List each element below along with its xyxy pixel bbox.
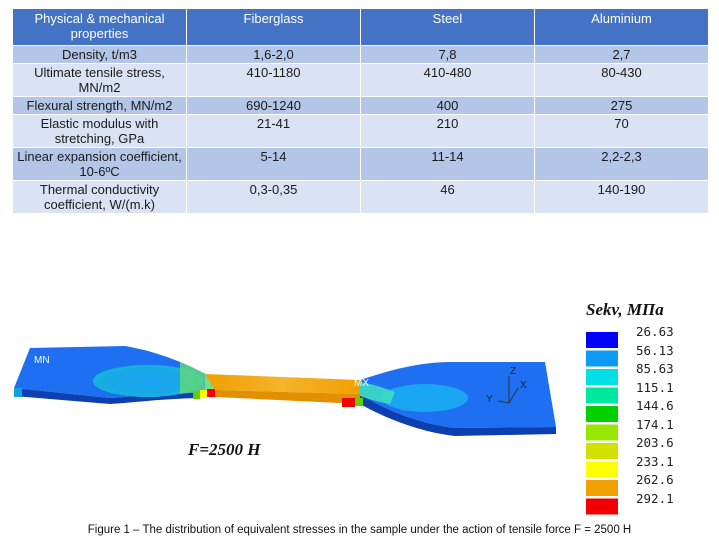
axis-x-label: X xyxy=(520,380,527,391)
right-transition xyxy=(360,382,395,404)
table-row: Elastic modulus with stretching, GPa 21-… xyxy=(12,114,709,148)
right-grip-side xyxy=(360,394,556,436)
header-steel: Steel xyxy=(360,8,535,46)
legend-value: 85.63 xyxy=(636,361,674,376)
table-cell: Density, t/m3 xyxy=(12,45,187,64)
table-cell: 2,7 xyxy=(534,45,709,64)
legend-value: 56.13 xyxy=(636,342,674,358)
legend-value: 26.63 xyxy=(636,324,674,339)
legend-swatch xyxy=(586,424,618,441)
legend-swatch xyxy=(586,369,618,385)
neck-side xyxy=(215,390,360,404)
legend-value: 203.6 xyxy=(636,435,674,450)
table-cell: 21-41 xyxy=(186,114,361,148)
table-cell: 46 xyxy=(360,180,535,214)
table-row: Thermal conductivity coefficient, W/(m.k… xyxy=(12,180,709,214)
legend-title: Sekv, МПа xyxy=(586,300,664,319)
left-yellow-zone xyxy=(200,390,207,398)
legend-swatch xyxy=(586,406,618,422)
table-cell: 70 xyxy=(534,114,709,148)
right-grip-oval xyxy=(382,384,468,412)
table-cell: 410-480 xyxy=(360,63,535,97)
table-cell: Thermal conductivity coefficient, W/(m.k… xyxy=(12,180,187,214)
table-cell: 2,2-2,3 xyxy=(534,147,709,181)
left-green-zone xyxy=(193,391,200,399)
legend-value: 262.6 xyxy=(636,472,674,487)
left-red-zone xyxy=(207,389,221,397)
stress-figure: MN MX Z Y X xyxy=(0,280,719,520)
right-green-zone xyxy=(355,398,363,406)
table-cell: Linear expansion coefficient, 10-6ºC xyxy=(12,147,187,181)
legend-value: 144.6 xyxy=(636,398,674,413)
header-aluminium: Aluminium xyxy=(534,8,709,46)
axis-z-label: Z xyxy=(510,366,516,377)
legend-value: 174.1 xyxy=(636,416,674,432)
table-cell: 5-14 xyxy=(186,147,361,181)
coordinate-axes-icon: Z Y X xyxy=(486,366,527,405)
table-row: Linear expansion coefficient, 10-6ºC 5-1… xyxy=(12,147,709,181)
left-grip-side xyxy=(14,388,205,404)
legend-swatch xyxy=(586,443,618,459)
mn-label: MN xyxy=(34,355,50,366)
table-cell: 7,8 xyxy=(360,45,535,64)
table-header-row: Physical & mechanical properties Fibergl… xyxy=(12,8,709,46)
legend-value: 115.1 xyxy=(636,379,674,395)
force-label: F=2500 H xyxy=(188,440,261,459)
legend-value: 233.1 xyxy=(636,453,674,469)
axis-y-label: Y xyxy=(486,394,493,405)
table-cell: 275 xyxy=(534,96,709,115)
legend-color-scale xyxy=(586,332,618,515)
legend-swatch xyxy=(586,498,618,515)
table-row: Density, t/m3 1,6-2,0 7,8 2,7 xyxy=(12,45,709,64)
properties-table: Physical & mechanical properties Fibergl… xyxy=(12,8,709,214)
mx-label: MX xyxy=(354,378,369,389)
left-grip-oval xyxy=(93,365,203,397)
left-end-cap xyxy=(14,388,22,397)
table-row: Ultimate tensile stress, MN/m2 410-1180 … xyxy=(12,63,709,97)
left-transition xyxy=(180,362,215,394)
legend-swatch xyxy=(586,350,618,367)
table-cell: 410-1180 xyxy=(186,63,361,97)
figure-caption: Figure 1 – The distribution of equivalen… xyxy=(87,524,632,536)
table-row: Flexural strength, MN/m2 690-1240 400 27… xyxy=(12,96,709,115)
table-cell: 400 xyxy=(360,96,535,115)
legend-swatch xyxy=(586,387,618,404)
legend-value: 292.1 xyxy=(636,490,674,506)
right-red-zone xyxy=(342,398,355,407)
table-cell: 140-190 xyxy=(534,180,709,214)
table-cell: 80-430 xyxy=(534,63,709,97)
table-cell: Ultimate tensile stress, MN/m2 xyxy=(12,63,187,97)
table-cell: 210 xyxy=(360,114,535,148)
legend-values: 26.63 56.13 85.63 115.1 144.6 174.1 203.… xyxy=(636,323,674,508)
table-cell: 690-1240 xyxy=(186,96,361,115)
legend-swatch xyxy=(586,461,618,478)
table-cell: 0,3-0,35 xyxy=(186,180,361,214)
table-cell: 1,6-2,0 xyxy=(186,45,361,64)
table-cell: Elastic modulus with stretching, GPa xyxy=(12,114,187,148)
legend-swatch xyxy=(586,332,618,348)
legend-swatch xyxy=(586,480,618,496)
specimen-render: MN MX Z Y X xyxy=(14,332,618,515)
header-fiberglass: Fiberglass xyxy=(186,8,361,46)
neck-top xyxy=(205,374,360,394)
table-cell: 11-14 xyxy=(360,147,535,181)
table-cell: Flexural strength, MN/m2 xyxy=(12,96,187,115)
header-properties: Physical & mechanical properties xyxy=(12,8,187,46)
